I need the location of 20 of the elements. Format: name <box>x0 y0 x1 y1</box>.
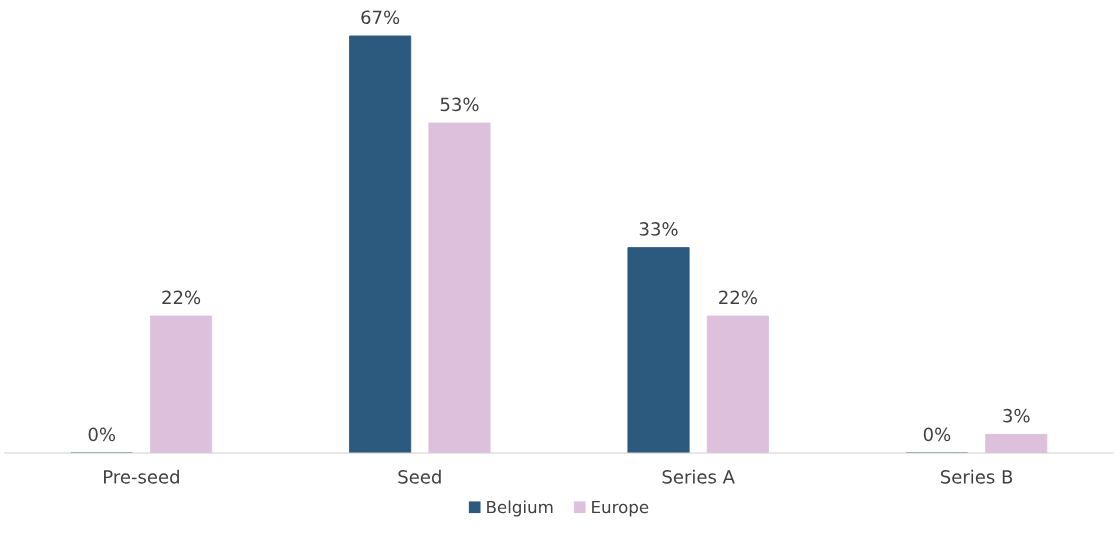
x-tick-label: Seed <box>398 469 441 484</box>
bar <box>150 315 213 453</box>
legend-label: Europe <box>592 500 649 517</box>
bar <box>706 315 769 453</box>
data-label: 22% <box>719 290 757 305</box>
bar <box>349 35 412 453</box>
x-tick-label: Series A <box>662 469 735 484</box>
bar <box>627 247 690 453</box>
bar <box>985 433 1048 453</box>
x-tick-label: Series B <box>940 469 1013 484</box>
data-label: 0% <box>88 427 116 442</box>
bar <box>428 122 491 453</box>
legend-label: Belgium <box>487 500 553 517</box>
data-label: 3% <box>1003 408 1030 423</box>
data-label: 53% <box>440 97 479 112</box>
x-tick-label: Pre-seed <box>104 469 179 484</box>
data-label: 33% <box>639 222 678 236</box>
data-label: 22% <box>162 290 201 305</box>
data-label: 67% <box>361 10 400 25</box>
data-label: 0% <box>923 427 951 442</box>
